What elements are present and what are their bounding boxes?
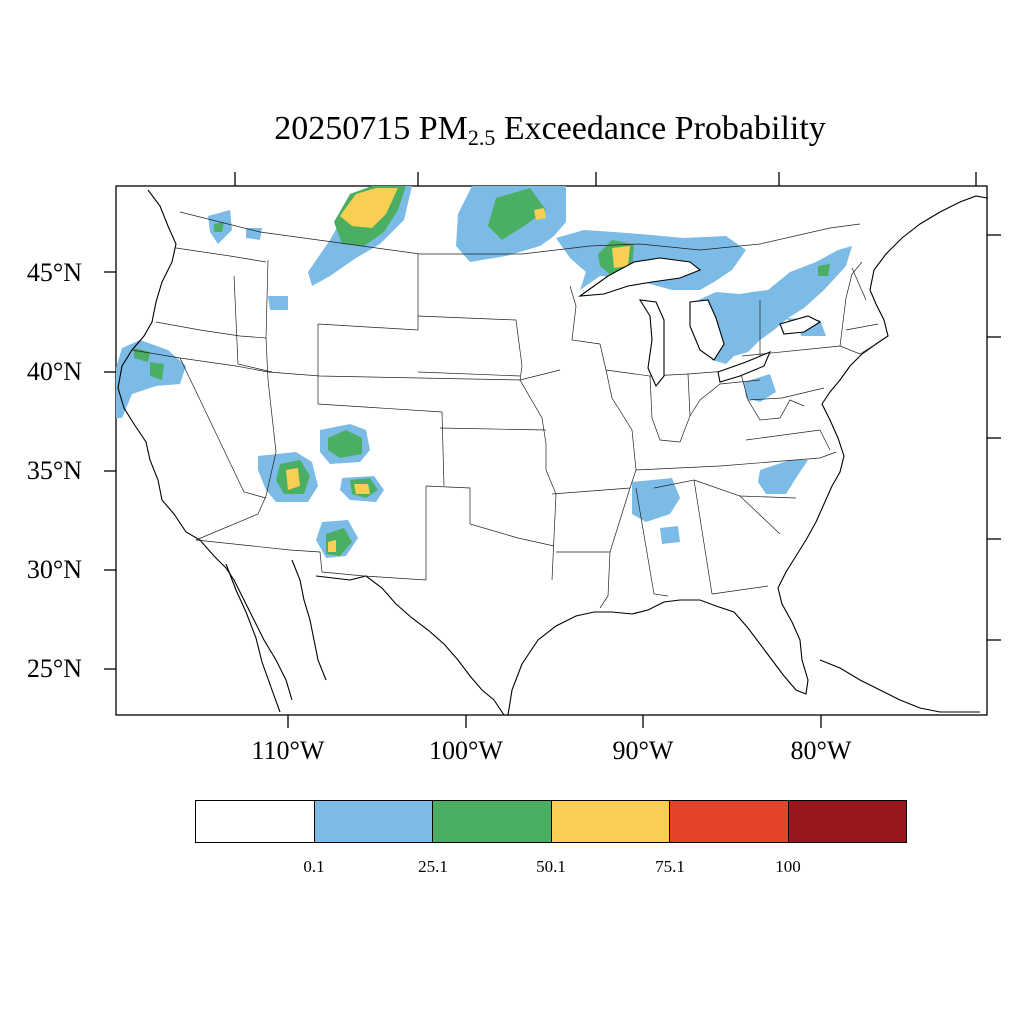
colorbar-box-4 [670, 801, 789, 842]
lon-label-90w: 90°W [612, 736, 674, 765]
colorbar-box-5 [788, 801, 906, 842]
colorbar-box-1 [314, 801, 433, 842]
lon-label-80w: 80°W [790, 736, 852, 765]
map-title: 20250715 PM2.5 Exceedance Probability [274, 110, 826, 150]
colorbar-box-3 [551, 801, 670, 842]
colorbar-label-3: 75.1 [655, 857, 685, 876]
colorbar-label-1: 25.1 [418, 857, 448, 876]
probability-yellow-areas [286, 188, 630, 552]
great-lakes [578, 257, 822, 388]
colorbar-label-4: 100 [775, 857, 801, 876]
colorbar-label-2: 50.1 [536, 857, 566, 876]
lat-label-35: 35°N [26, 456, 82, 485]
lon-label-110w: 110°W [251, 736, 325, 765]
plot-frame [104, 172, 1001, 728]
colorbar-box-2 [433, 801, 552, 842]
lon-label-100w: 100°W [429, 736, 503, 765]
coastlines [117, 189, 988, 716]
state-borders [131, 211, 879, 609]
lat-label-40: 40°N [26, 357, 82, 386]
lat-label-25: 25°N [26, 654, 82, 683]
lat-label-30: 30°N [26, 555, 82, 584]
lat-label-45: 45°N [26, 258, 82, 287]
colorbar [195, 800, 907, 843]
colorbar-label-0: 0.1 [303, 857, 325, 876]
colorbar-box-0 [196, 801, 315, 842]
